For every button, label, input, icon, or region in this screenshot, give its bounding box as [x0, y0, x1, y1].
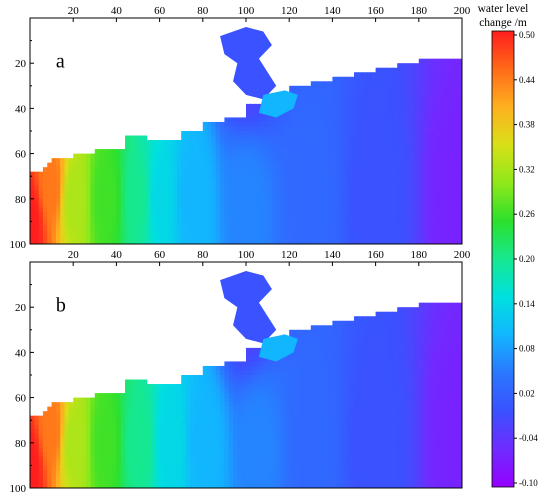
y-tick-label: 40 [15, 347, 27, 359]
panel-label: b [56, 295, 66, 317]
x-tick-label: 60 [154, 5, 166, 17]
colorbar-title-line2: change /m [479, 17, 527, 29]
value-field [30, 271, 462, 488]
colorbar-tick-label: 0.20 [519, 254, 535, 264]
colorbar-tick-label: 0.50 [519, 30, 535, 40]
x-tick-label: 40 [111, 5, 123, 17]
x-tick-label: 60 [154, 249, 166, 261]
x-tick-label: 100 [238, 249, 255, 261]
panel-b: 20 40 60 80 100 120 140 160 180 200 20 40 60 80 100 b [10, 249, 471, 495]
colorbar-tick-label: 0.02 [519, 388, 535, 398]
x-tick-label: 120 [281, 5, 298, 17]
x-tick-label: 120 [281, 249, 298, 261]
x-tick-label: 100 [238, 5, 255, 17]
x-tick-label: 200 [454, 249, 471, 261]
y-tick-label: 20 [15, 302, 27, 314]
colorbar-tick-label: 0.14 [519, 299, 535, 309]
y-tick-label: 20 [15, 58, 27, 70]
x-tick-label: 140 [324, 5, 341, 17]
value-field [30, 27, 462, 244]
colorbar: water level change /m0.50 0.44 0.38 0.32 0.26… [478, 3, 539, 488]
colorbar-tick-label: 0.32 [519, 164, 535, 174]
panels-group: 20 40 60 80 100 120 140 160 180 20020406080100a20… [10, 5, 471, 495]
y-tick-label: 100 [10, 483, 27, 495]
inner-bay [258, 90, 298, 118]
colorbar-tick-label: 0.26 [519, 209, 535, 219]
y-tick-label: 60 [15, 149, 27, 161]
bay-area [220, 27, 277, 100]
panel-label: a [56, 51, 65, 73]
colorbar-tick-label: 0.38 [519, 120, 535, 130]
y-tick-label: 80 [15, 194, 27, 206]
x-tick-label: 140 [324, 249, 341, 261]
colorbar-tick-label: -0.04 [519, 433, 538, 443]
y-tick-label: 100 [10, 239, 27, 251]
panel-a: 20 40 60 80 100 120 140 160 180 200 20 40 60 80 100 a [10, 5, 471, 251]
y-tick-label: 60 [15, 393, 27, 405]
colorbar-tick-label: 0.44 [519, 75, 535, 85]
inner-bay [258, 334, 298, 362]
colorbar-tick-label: -0.10 [519, 478, 538, 488]
x-tick-label: 40 [111, 249, 123, 261]
colorbar-tick-label: 0.08 [519, 344, 535, 354]
x-tick-label: 180 [411, 249, 428, 261]
x-tick-label: 160 [367, 249, 384, 261]
x-tick-label: 20 [68, 249, 80, 261]
x-tick-label: 80 [197, 249, 209, 261]
x-tick-label: 180 [411, 5, 428, 17]
x-tick-label: 160 [367, 5, 384, 17]
bay-area [220, 271, 277, 344]
x-tick-label: 200 [454, 5, 471, 17]
y-tick-label: 80 [15, 438, 27, 450]
colorbar-bar [491, 30, 515, 488]
x-tick-label: 80 [197, 5, 209, 17]
colorbar-title-line1: water level [478, 3, 529, 15]
y-tick-label: 40 [15, 103, 27, 115]
x-tick-label: 20 [68, 5, 80, 17]
